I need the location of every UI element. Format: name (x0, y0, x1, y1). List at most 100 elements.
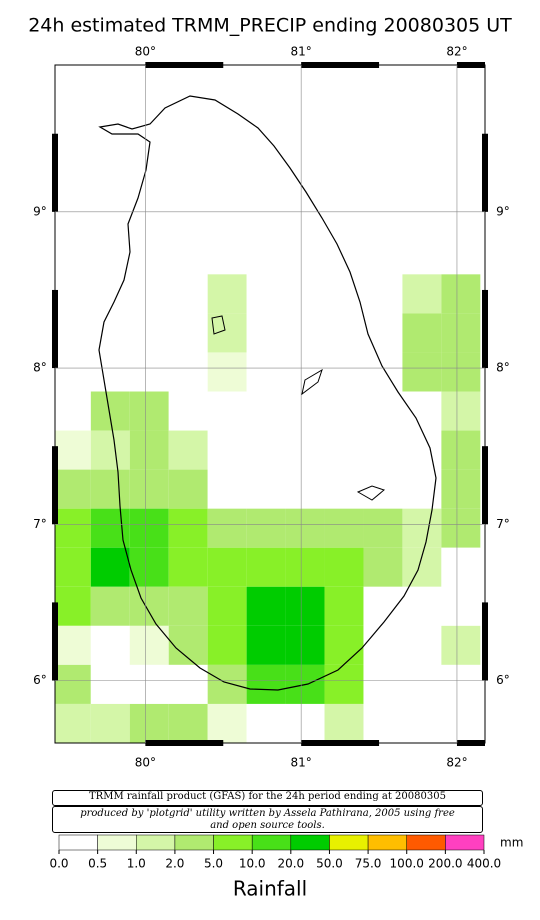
frame-bar (456, 62, 485, 68)
rain-cell (324, 625, 364, 665)
colorbar-tick-label: 0.5 (88, 857, 107, 871)
lagoons (211, 315, 386, 501)
lon-tick-label: 80° (135, 756, 156, 770)
rain-cell (441, 430, 481, 470)
rain-cell (246, 547, 286, 587)
rain-cell (168, 547, 208, 587)
frame-bar (482, 133, 488, 212)
rain-cell (90, 664, 130, 704)
rain-cell (90, 625, 130, 665)
rain-cell (285, 586, 325, 626)
rain-cell (402, 391, 442, 431)
rain-cell (55, 508, 91, 548)
frame-bar (52, 446, 58, 525)
rain-cell (285, 625, 325, 665)
colorbar-tick-label: 0.0 (49, 857, 68, 871)
rain-cell (441, 664, 481, 704)
rain-cell (168, 469, 208, 509)
rain-cell (168, 430, 208, 470)
rain-cell (207, 664, 247, 704)
rain-cell (441, 703, 481, 743)
colorbar-swatch (58, 834, 98, 851)
frame-bar (52, 133, 58, 212)
rain-cell (402, 313, 442, 353)
rain-cell (207, 469, 247, 509)
frame-bar (456, 740, 485, 746)
rain-cell (441, 547, 481, 587)
rain-cell (90, 391, 130, 431)
rain-cell (246, 313, 286, 353)
lat-tick-label: 8° (496, 361, 510, 375)
rain-cell (55, 625, 91, 665)
colorbar-tick-label: 50.0 (316, 857, 343, 871)
rain-cell (129, 430, 169, 470)
frame-bar (145, 62, 224, 68)
rain-cell (402, 430, 442, 470)
map-title: 24h estimated TRMM_PRECIP ending 2008030… (28, 15, 512, 37)
frame-bar (482, 289, 488, 369)
colorbar-tick-label: 75.0 (355, 857, 382, 871)
rain-cell (324, 469, 364, 509)
rain-cell (129, 508, 169, 548)
caption: TRMM rainfall product (GFAS) for the 24h… (52, 790, 483, 806)
rain-cell (363, 703, 403, 743)
rain-cell (441, 586, 481, 626)
rain-cell (129, 391, 169, 431)
rain-cell (402, 508, 442, 548)
rain-cell (129, 703, 169, 743)
rain-cell (168, 703, 208, 743)
rain-cell (363, 352, 403, 392)
rain-cell (324, 352, 364, 392)
rain-cell (363, 508, 403, 548)
map-frame (52, 62, 488, 746)
colorbar-unit: mm (500, 836, 523, 850)
colorbar-swatch (213, 834, 253, 851)
lon-tick-label: 81° (291, 45, 312, 59)
colorbar-swatch (445, 834, 485, 851)
rain-cell (55, 352, 91, 392)
rain-cell (55, 469, 91, 509)
rain-cell (129, 469, 169, 509)
rain-cell (246, 274, 286, 314)
rain-cell (246, 508, 286, 548)
frame-bar (52, 289, 58, 369)
rain-cell (246, 625, 286, 665)
rain-cell (363, 313, 403, 353)
rain-cell (402, 625, 442, 665)
rain-cell (207, 352, 247, 392)
rain-cell (363, 625, 403, 665)
rain-cell (324, 508, 364, 548)
rain-cell (168, 508, 208, 548)
rain-cell (363, 547, 403, 587)
colorbar-tick-label: 1.0 (127, 857, 146, 871)
rain-cell (129, 547, 169, 587)
rain-cell (168, 313, 208, 353)
colorbar-tick-label: 20.0 (277, 857, 304, 871)
rain-cell (207, 391, 247, 431)
rain-cell (55, 313, 91, 353)
colorbar-tick-label: 200.0 (428, 857, 462, 871)
lat-tick-label: 8° (33, 361, 47, 375)
rain-cell (246, 352, 286, 392)
rain-cell (90, 430, 130, 470)
colorbar-swatch (290, 834, 330, 851)
rain-cell (90, 703, 130, 743)
rain-cell (246, 430, 286, 470)
rain-cell (55, 664, 91, 704)
rain-cell (324, 547, 364, 587)
rain-cell (285, 313, 325, 353)
rain-cell (285, 391, 325, 431)
colorbar-tick-label: 5.0 (204, 857, 223, 871)
frame-bar (482, 602, 488, 681)
rain-cell (168, 586, 208, 626)
colorbar-tick-label: 400.0 (467, 857, 501, 871)
rain-cell (168, 352, 208, 392)
rain-cell (129, 664, 169, 704)
credit: produced by 'plotgrid' utility written b… (52, 806, 483, 833)
lon-tick-label: 81° (291, 756, 312, 770)
frame-bar (301, 62, 380, 68)
colorbar-swatch (367, 834, 407, 851)
rain-cell (207, 274, 247, 314)
rain-cell (441, 352, 481, 392)
